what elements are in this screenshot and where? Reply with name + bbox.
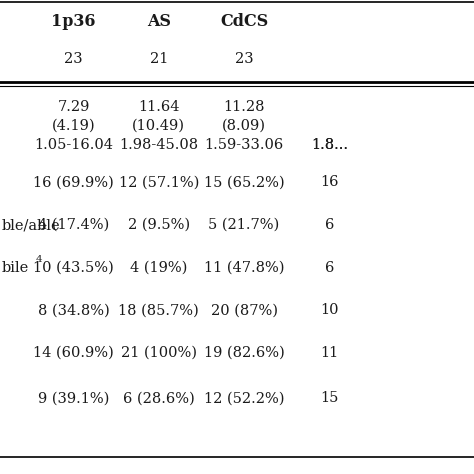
Text: 23: 23 — [64, 52, 83, 66]
Text: 20 (87%): 20 (87%) — [210, 303, 278, 318]
Text: 1.8...: 1.8... — [311, 137, 348, 152]
Text: 6: 6 — [325, 261, 334, 275]
Text: 12 (52.2%): 12 (52.2%) — [204, 391, 284, 405]
Text: 11.28: 11.28 — [223, 100, 265, 114]
Text: 4 (17.4%): 4 (17.4%) — [38, 218, 109, 232]
Text: CdCS: CdCS — [220, 13, 268, 30]
Text: 21 (100%): 21 (100%) — [121, 346, 197, 360]
Text: 18 (85.7%): 18 (85.7%) — [118, 303, 199, 318]
Text: 1p36: 1p36 — [51, 13, 96, 30]
Text: ble/able: ble/able — [1, 218, 60, 232]
Text: 9 (39.1%): 9 (39.1%) — [38, 391, 109, 405]
Text: (4.19): (4.19) — [52, 118, 95, 133]
Text: 23: 23 — [235, 52, 254, 66]
Text: 21: 21 — [150, 52, 168, 66]
Text: 6 (28.6%): 6 (28.6%) — [123, 391, 195, 405]
Text: 10: 10 — [320, 303, 339, 318]
Text: 4: 4 — [36, 255, 42, 264]
Text: 11.64: 11.64 — [138, 100, 180, 114]
Text: 1.59-33.06: 1.59-33.06 — [204, 137, 284, 152]
Text: 10 (43.5%): 10 (43.5%) — [33, 261, 114, 275]
Text: AS: AS — [147, 13, 171, 30]
Text: 2 (9.5%): 2 (9.5%) — [128, 218, 190, 232]
Text: 1.8...: 1.8... — [311, 137, 348, 152]
Text: 8 (34.8%): 8 (34.8%) — [37, 303, 109, 318]
Text: 16: 16 — [320, 175, 339, 190]
Text: 14 (60.9%): 14 (60.9%) — [33, 346, 114, 360]
Text: 15: 15 — [320, 391, 338, 405]
Text: 6: 6 — [325, 218, 334, 232]
Text: (10.49): (10.49) — [132, 118, 185, 133]
Text: 15 (65.2%): 15 (65.2%) — [204, 175, 284, 190]
Text: 11: 11 — [320, 346, 338, 360]
Text: 4 (19%): 4 (19%) — [130, 261, 188, 275]
Text: (8.09): (8.09) — [222, 118, 266, 133]
Text: 12 (57.1%): 12 (57.1%) — [118, 175, 199, 190]
Text: 16 (69.9%): 16 (69.9%) — [33, 175, 114, 190]
Text: 1.05-16.04: 1.05-16.04 — [34, 137, 113, 152]
Text: 5 (21.7%): 5 (21.7%) — [209, 218, 280, 232]
Text: bile: bile — [1, 261, 28, 275]
Text: 7.29: 7.29 — [57, 100, 90, 114]
Text: 1.98-45.08: 1.98-45.08 — [119, 137, 198, 152]
Text: 11 (47.8%): 11 (47.8%) — [204, 261, 284, 275]
Text: 19 (82.6%): 19 (82.6%) — [204, 346, 284, 360]
